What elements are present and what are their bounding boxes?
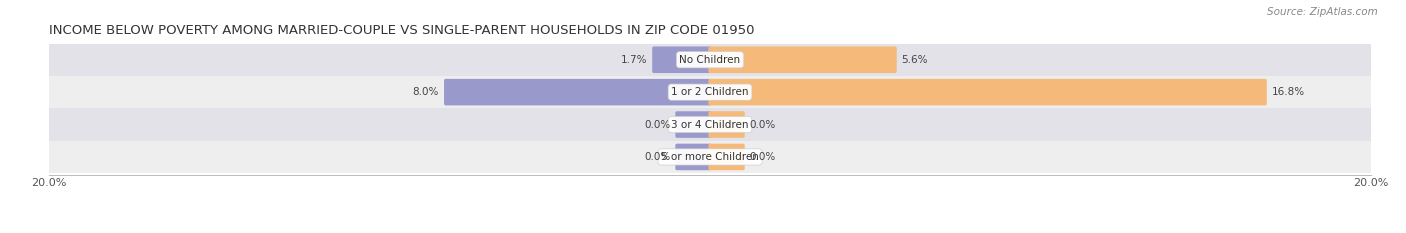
- Bar: [49, 141, 1371, 173]
- FancyBboxPatch shape: [709, 79, 1267, 105]
- Bar: [49, 108, 1371, 141]
- Text: 16.8%: 16.8%: [1271, 87, 1305, 97]
- FancyBboxPatch shape: [652, 46, 711, 73]
- Text: 0.0%: 0.0%: [644, 152, 671, 162]
- Text: 0.0%: 0.0%: [749, 120, 776, 130]
- Text: 0.0%: 0.0%: [644, 120, 671, 130]
- FancyBboxPatch shape: [444, 79, 711, 105]
- FancyBboxPatch shape: [709, 111, 745, 138]
- Text: 5 or more Children: 5 or more Children: [661, 152, 759, 162]
- Bar: [49, 76, 1371, 108]
- Text: 3 or 4 Children: 3 or 4 Children: [671, 120, 749, 130]
- Text: 0.0%: 0.0%: [749, 152, 776, 162]
- Text: 8.0%: 8.0%: [413, 87, 439, 97]
- FancyBboxPatch shape: [709, 46, 897, 73]
- FancyBboxPatch shape: [675, 144, 711, 170]
- Text: INCOME BELOW POVERTY AMONG MARRIED-COUPLE VS SINGLE-PARENT HOUSEHOLDS IN ZIP COD: INCOME BELOW POVERTY AMONG MARRIED-COUPL…: [49, 24, 755, 37]
- Text: 1.7%: 1.7%: [621, 55, 647, 65]
- Text: 5.6%: 5.6%: [901, 55, 928, 65]
- FancyBboxPatch shape: [709, 144, 745, 170]
- Bar: [49, 44, 1371, 76]
- Legend: Married Couples, Single Parents: Married Couples, Single Parents: [599, 232, 821, 233]
- Text: Source: ZipAtlas.com: Source: ZipAtlas.com: [1267, 7, 1378, 17]
- Text: 1 or 2 Children: 1 or 2 Children: [671, 87, 749, 97]
- FancyBboxPatch shape: [675, 111, 711, 138]
- Text: No Children: No Children: [679, 55, 741, 65]
